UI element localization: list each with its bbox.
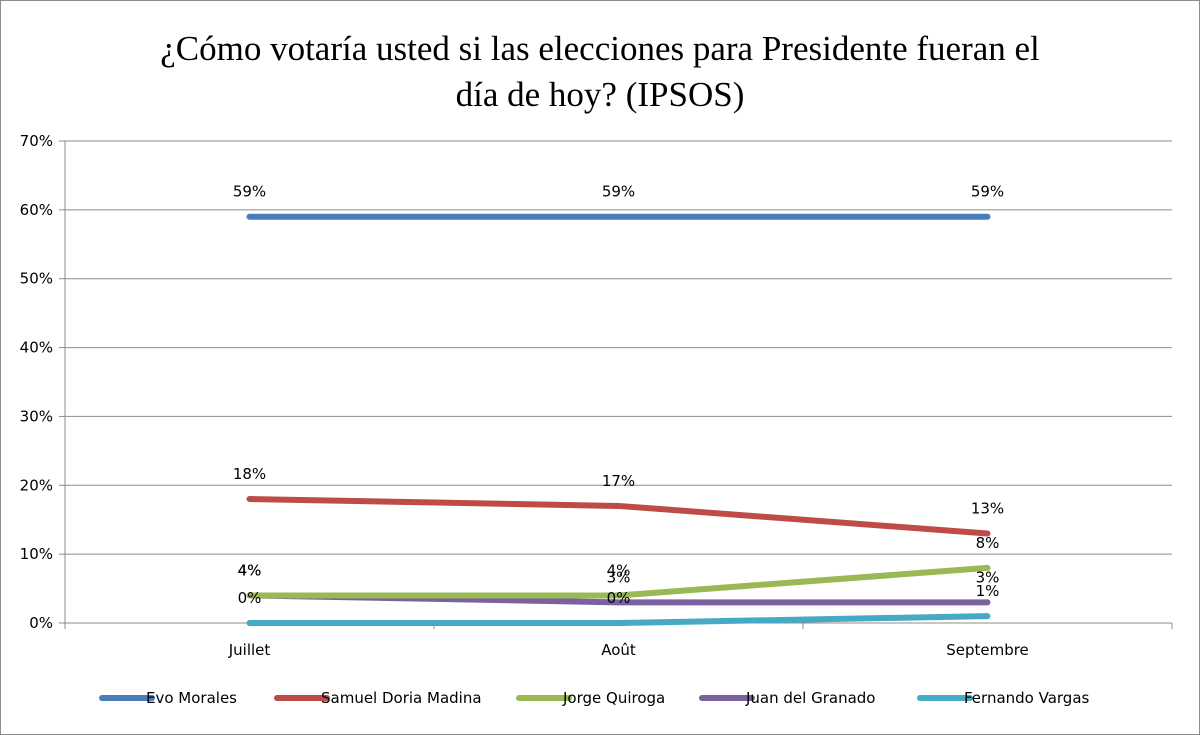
series-line-4 (246, 613, 991, 626)
data-labels: 59% 59% 59%18% 17%13%4% 4%8%4% 3% 3%0% 0% 1% (233, 183, 1004, 607)
data-label: 1% (976, 582, 1000, 600)
legend-entry: Fernando Vargas (964, 689, 1090, 707)
data-label: 4% (607, 561, 631, 579)
series-lines (246, 213, 991, 626)
data-label: 3% (976, 568, 1000, 586)
y-tick-label: 40% (20, 339, 53, 357)
data-label: 17% (602, 472, 635, 490)
data-label: 0% (607, 589, 631, 607)
y-tick-label: 50% (20, 270, 53, 288)
series-line-1 (246, 496, 991, 537)
chart-title-line-2: día de hoy? (IPSOS) (455, 75, 745, 114)
data-label: 18% (233, 465, 266, 483)
data-label: 4% (238, 561, 262, 579)
legend: Evo Morales Samuel Doria Madina Jorge Quir… (99, 689, 1090, 707)
x-tick-label: Septembre (946, 641, 1029, 659)
y-tick-label: 10% (20, 545, 53, 563)
data-label: 59% (602, 183, 635, 201)
legend-entry: Juan del Granado (745, 689, 875, 707)
data-label: 0% (238, 589, 262, 607)
x-axis: Juillet Août Septembre (64, 623, 1173, 659)
data-label: 3% (607, 568, 631, 586)
data-label: 59% (233, 183, 266, 201)
chart-title-line-1: ¿Cómo votaría usted si las elecciones pa… (160, 29, 1040, 68)
data-label: 13% (971, 499, 1004, 517)
x-tick-label: Août (601, 641, 636, 659)
data-label: 4% (238, 561, 262, 579)
y-tick-label: 20% (20, 476, 53, 494)
legend-entry: Samuel Doria Madina (321, 689, 482, 707)
legend-entry: Jorge Quiroga (562, 689, 665, 707)
y-tick-label: 70% (20, 132, 53, 150)
y-tick-label: 60% (20, 201, 53, 219)
y-axis: 0% 10% 20% 30% 40% 50% 60% 70% (20, 132, 66, 632)
data-label: 59% (971, 183, 1004, 201)
data-label: 8% (976, 534, 1000, 552)
y-tick-label: 30% (20, 407, 53, 425)
series-line-2 (246, 564, 991, 599)
legend-entry: Evo Morales (146, 689, 237, 707)
x-tick-label: Juillet (228, 641, 271, 659)
chart-title: ¿Cómo votaría usted si las elecciones pa… (0, 26, 1200, 118)
gridlines (65, 140, 1172, 624)
y-tick-label: 0% (29, 614, 53, 632)
